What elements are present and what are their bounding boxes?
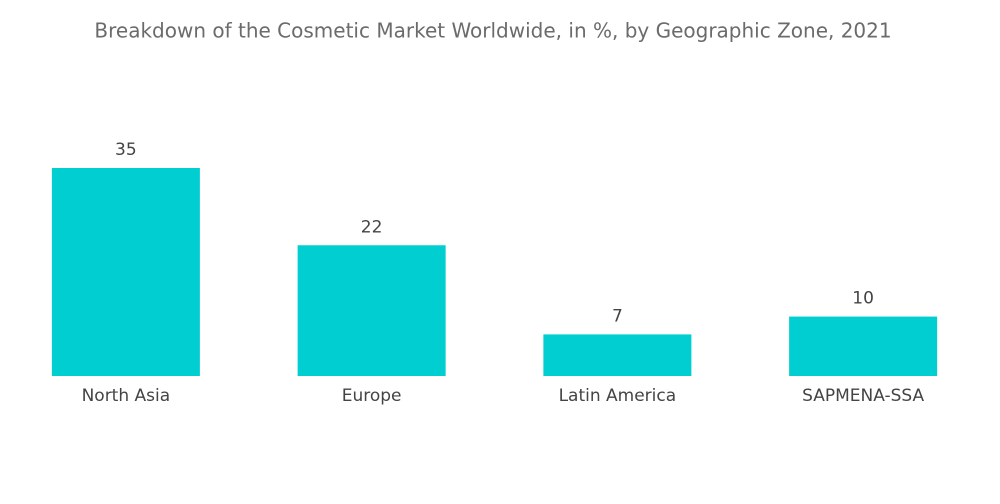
chart-title: Breakdown of the Cosmetic Market Worldwi… [94,19,891,43]
value-label: 35 [115,140,137,160]
x-tick-label: SAPMENA-SSA [802,386,924,406]
x-tick-label: Europe [342,386,402,406]
bar [51,168,200,376]
value-label: 22 [361,217,383,237]
x-tick-label: North Asia [82,386,171,406]
bar [297,245,446,376]
value-label: 7 [612,306,623,326]
value-label: 10 [852,289,874,309]
bar [543,334,692,376]
x-tick-label: Latin America [559,386,677,406]
bar [789,316,938,376]
